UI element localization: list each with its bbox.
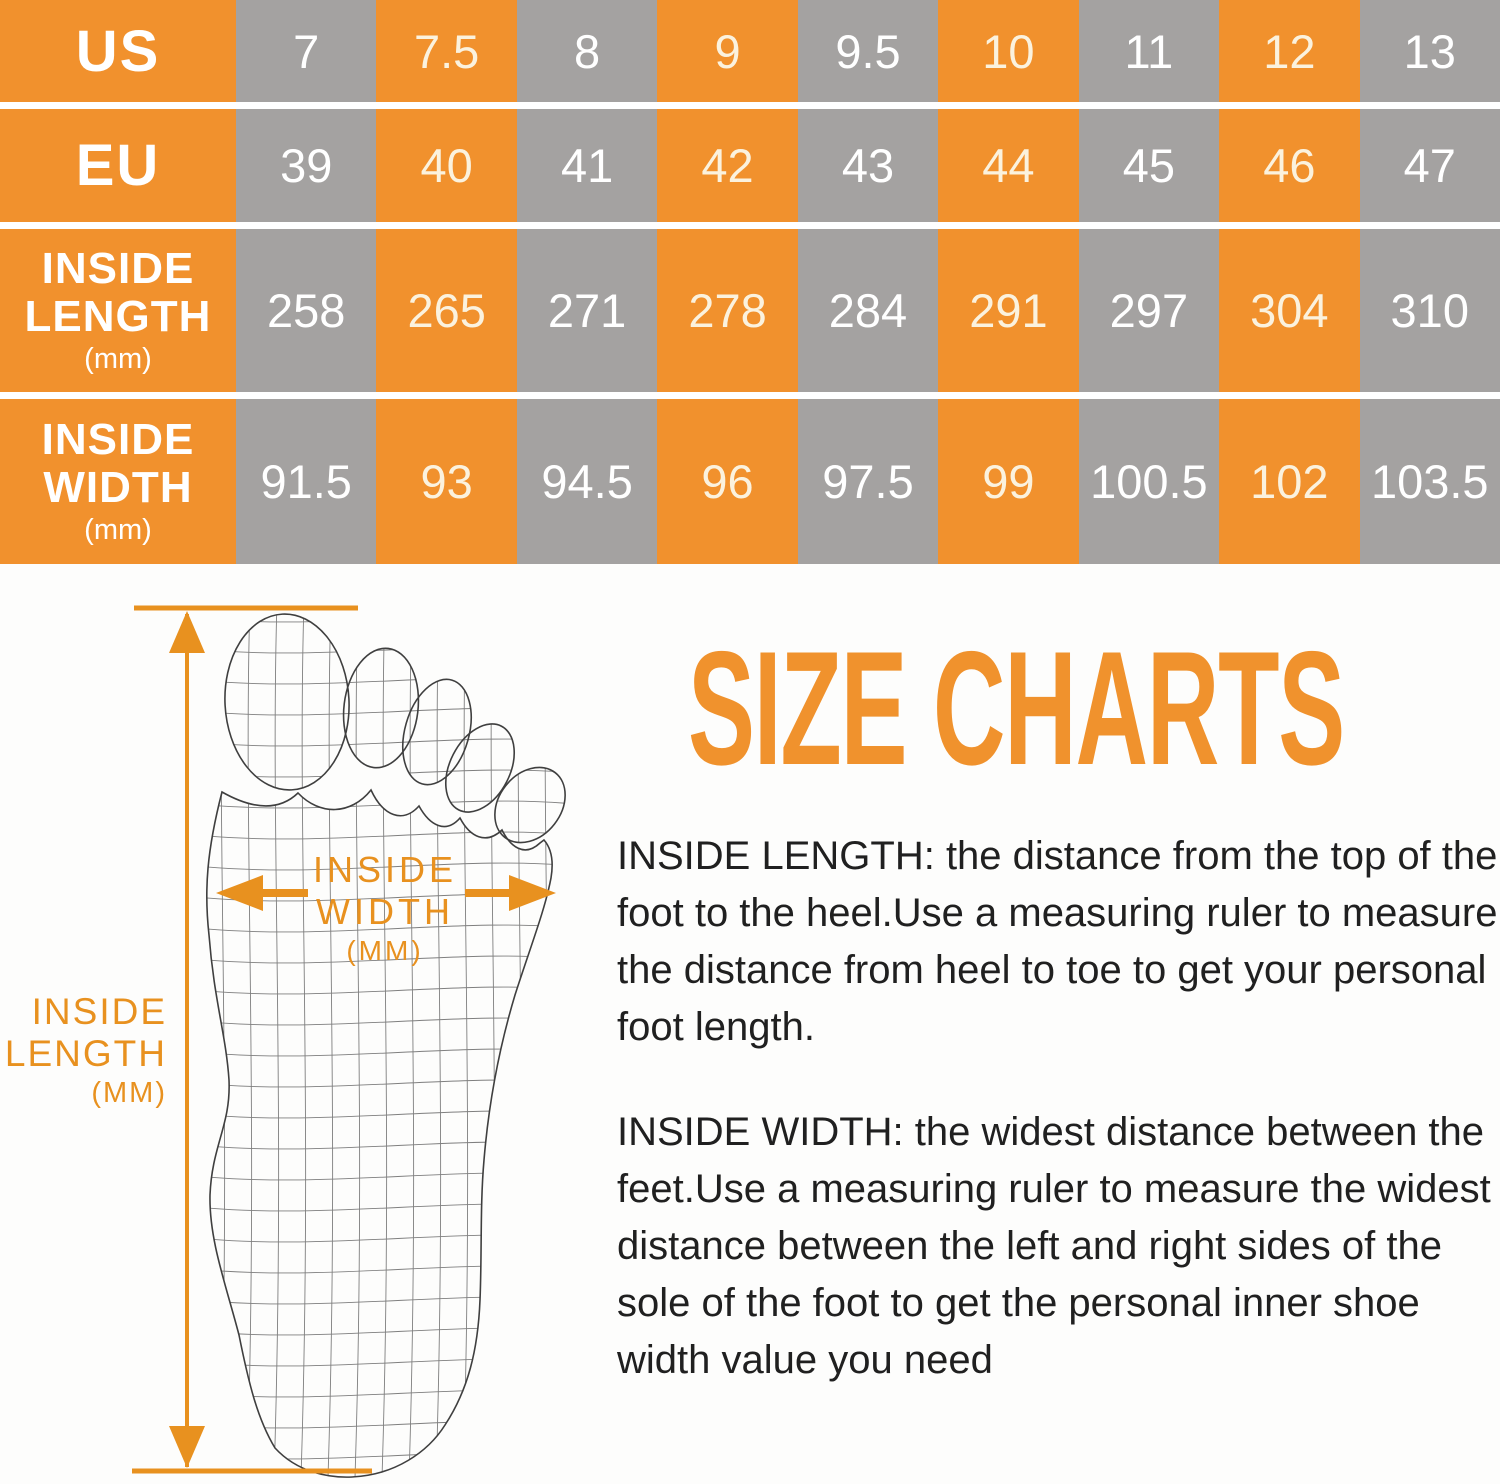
inside-width-label-line3: (MM): [346, 935, 423, 966]
row-header-unit: (mm): [84, 514, 152, 547]
inside-width-description: INSIDE WIDTH: the widest distance betwee…: [617, 1110, 1491, 1382]
inside-width-label-line2: WIDTH: [316, 891, 454, 932]
width-arrowhead-left: [216, 875, 263, 911]
table-cell: 46: [1219, 109, 1360, 222]
foot-outline: [205, 613, 566, 1478]
table-cell: 11: [1078, 0, 1220, 102]
length-arrowhead-up: [169, 611, 205, 653]
table-cell: 43: [797, 109, 939, 222]
table-cell: 7: [236, 0, 377, 102]
table-cell: 40: [376, 109, 517, 222]
table-cell: 91.5: [236, 399, 377, 564]
table-cell: 258: [236, 229, 377, 392]
foot-wireframe-mesh: [206, 610, 575, 1478]
table-cell: 8: [516, 0, 658, 102]
inside-width-label: INSIDE WIDTH (MM): [313, 849, 457, 966]
row-header-label: EU: [75, 133, 161, 198]
table-cell: 291: [938, 229, 1079, 392]
page-title-wrap: SIZE CHARTS: [688, 618, 1345, 799]
table-cell: 310: [1359, 229, 1500, 392]
row-header-label: INSIDE WIDTH: [41, 414, 195, 512]
table-cell: 41: [516, 109, 658, 222]
table-cell: 13: [1359, 0, 1500, 102]
length-arrowhead-down: [169, 1426, 205, 1468]
width-arrowhead-right: [509, 875, 556, 911]
inside-length-label-line2: LENGTH: [5, 1033, 167, 1074]
page-title: SIZE CHARTS: [688, 618, 1345, 799]
table-cell: 9.5: [797, 0, 939, 102]
table-cell: 39: [236, 109, 377, 222]
table-cell: 284: [797, 229, 939, 392]
table-cell: 45: [1078, 109, 1220, 222]
row-header-eu: EU: [0, 109, 236, 222]
table-cell: 278: [657, 229, 798, 392]
row-header-us: US: [0, 0, 236, 102]
table-cell: 271: [516, 229, 658, 392]
inside-length-description: INSIDE LENGTH: the distance from the top…: [617, 834, 1498, 1049]
foot-measurement-diagram: INSIDE WIDTH (MM) INSIDE LENGTH (MM): [5, 605, 575, 1478]
table-cell: 297: [1078, 229, 1220, 392]
row-header-label: INSIDE LENGTH: [24, 243, 212, 341]
table-cell: 102: [1219, 399, 1360, 564]
inside-length-label-line3: (MM): [91, 1077, 167, 1109]
table-cell: 99: [938, 399, 1079, 564]
table-cell: 100.5: [1078, 399, 1220, 564]
size-table: US 7 7.5 8 9 9.5 10 11 12 13 EU 39 40 41…: [0, 0, 1500, 564]
table-cell: 96: [657, 399, 798, 564]
table-cell: 265: [376, 229, 517, 392]
table-cell: 304: [1219, 229, 1360, 392]
row-header-inside-width: INSIDE WIDTH (mm): [0, 399, 236, 564]
table-cell: 97.5: [797, 399, 939, 564]
row-header-label: US: [75, 18, 161, 84]
table-cell: 103.5: [1359, 399, 1500, 564]
inside-length-label-line1: INSIDE: [32, 991, 167, 1032]
table-cell: 44: [938, 109, 1079, 222]
table-cell: 9: [657, 0, 798, 102]
table-cell: 10: [938, 0, 1079, 102]
table-cell: 94.5: [516, 399, 658, 564]
table-cell: 93: [376, 399, 517, 564]
table-cell: 7.5: [376, 0, 517, 102]
table-cell: 42: [657, 109, 798, 222]
row-header-unit: (mm): [84, 343, 152, 376]
inside-width-label-line1: INSIDE: [313, 849, 457, 890]
inside-length-label: INSIDE LENGTH (MM): [5, 991, 167, 1109]
table-cell: 12: [1219, 0, 1360, 102]
row-header-inside-length: INSIDE LENGTH (mm): [0, 229, 236, 392]
table-cell: 47: [1359, 109, 1500, 222]
